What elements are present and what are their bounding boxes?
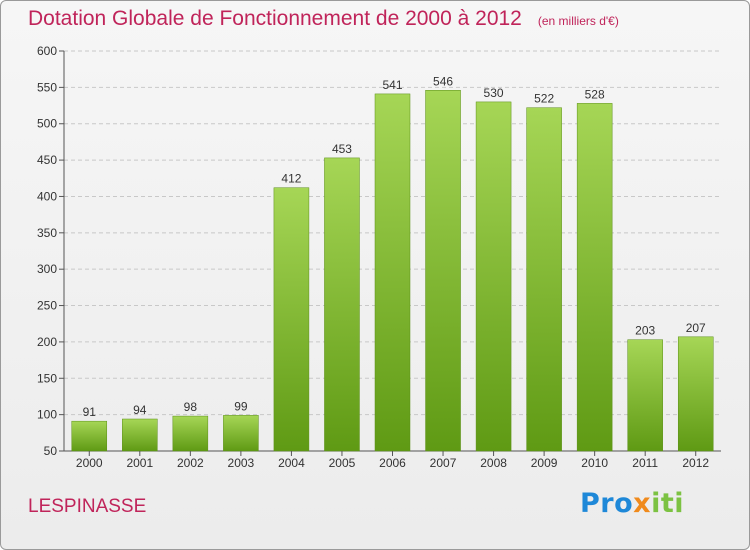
x-tick-label-2007: 2007 bbox=[430, 456, 457, 470]
bars bbox=[71, 90, 714, 452]
y-tick-label: 600 bbox=[37, 44, 57, 58]
y-tick-label: 150 bbox=[37, 371, 57, 385]
chart-title-text: Dotation Globale de Fonctionnement de 20… bbox=[28, 7, 522, 30]
y-tick-label: 100 bbox=[37, 408, 57, 422]
bar-2012 bbox=[677, 336, 714, 452]
y-tick-label: 350 bbox=[37, 226, 57, 240]
proxiti-logo: Proxiti bbox=[580, 488, 684, 519]
bar-2011 bbox=[627, 339, 663, 452]
data-label-2009: 522 bbox=[534, 92, 554, 106]
x-tick-label-2001: 2001 bbox=[126, 456, 153, 470]
y-tick-labels: 50 100 150 200 250 300 350 400 450 500 550 600 bbox=[37, 44, 64, 458]
data-label-2010: 528 bbox=[585, 87, 605, 101]
data-label-2005: 453 bbox=[332, 142, 352, 156]
bar-2005 bbox=[324, 157, 360, 452]
bar-2007 bbox=[425, 90, 461, 452]
chart-unit: (en milliers d'€) bbox=[537, 14, 619, 28]
data-labels: 91 94 98 99 412 453 541 546 530 522 528 203 207 bbox=[83, 74, 706, 419]
x-tick-label-2010: 2010 bbox=[581, 456, 608, 470]
x-tick-label-2004: 2004 bbox=[278, 456, 305, 470]
y-tick-label: 200 bbox=[37, 335, 57, 349]
chart-title: Dotation Globale de Fonctionnement de 20… bbox=[28, 7, 619, 31]
x-tick-label-2002: 2002 bbox=[177, 456, 204, 470]
commune-name: LESPINASSE bbox=[28, 496, 147, 517]
x-tick-label-2005: 2005 bbox=[329, 456, 356, 470]
data-label-2003: 99 bbox=[234, 399, 248, 413]
data-label-2007: 546 bbox=[433, 74, 453, 88]
x-tick-labels: 2000 2001 2002 2003 2004 2005 2006 2007 2008 2009… bbox=[76, 451, 709, 470]
y-tick-label: 250 bbox=[37, 299, 57, 313]
bar-2006 bbox=[374, 93, 411, 452]
data-label-2004: 412 bbox=[281, 172, 301, 186]
y-tick-label: 400 bbox=[37, 189, 57, 203]
data-label-2012: 207 bbox=[686, 321, 706, 335]
data-label-2006: 541 bbox=[382, 78, 402, 92]
x-tick-label-2003: 2003 bbox=[228, 456, 255, 470]
data-label-2000: 91 bbox=[83, 405, 97, 419]
bar-2009 bbox=[526, 107, 562, 452]
y-tick-label: 500 bbox=[37, 117, 57, 131]
y-tick-label: 450 bbox=[37, 153, 57, 167]
bar-2008 bbox=[475, 101, 512, 452]
x-tick-label-2009: 2009 bbox=[531, 456, 558, 470]
data-label-2002: 98 bbox=[184, 400, 198, 414]
data-label-2008: 530 bbox=[484, 86, 504, 100]
bar-2002 bbox=[172, 415, 209, 452]
data-label-2011: 203 bbox=[635, 324, 655, 338]
bar-2000 bbox=[71, 420, 108, 452]
y-tick-label: 550 bbox=[37, 80, 57, 94]
x-tick-label-2011: 2011 bbox=[632, 456, 658, 470]
x-tick-label-2012: 2012 bbox=[682, 456, 709, 470]
x-tick-label-2008: 2008 bbox=[480, 456, 507, 470]
y-tick-label: 300 bbox=[37, 262, 57, 276]
data-label-2001: 94 bbox=[133, 403, 147, 417]
bar-2001 bbox=[122, 418, 158, 452]
bar-2010 bbox=[576, 103, 613, 452]
y-tick-label: 50 bbox=[44, 444, 58, 458]
bar-2003 bbox=[223, 415, 259, 452]
bar-2004 bbox=[273, 187, 310, 452]
x-tick-label-2000: 2000 bbox=[76, 456, 103, 470]
x-tick-label-2006: 2006 bbox=[379, 456, 406, 470]
